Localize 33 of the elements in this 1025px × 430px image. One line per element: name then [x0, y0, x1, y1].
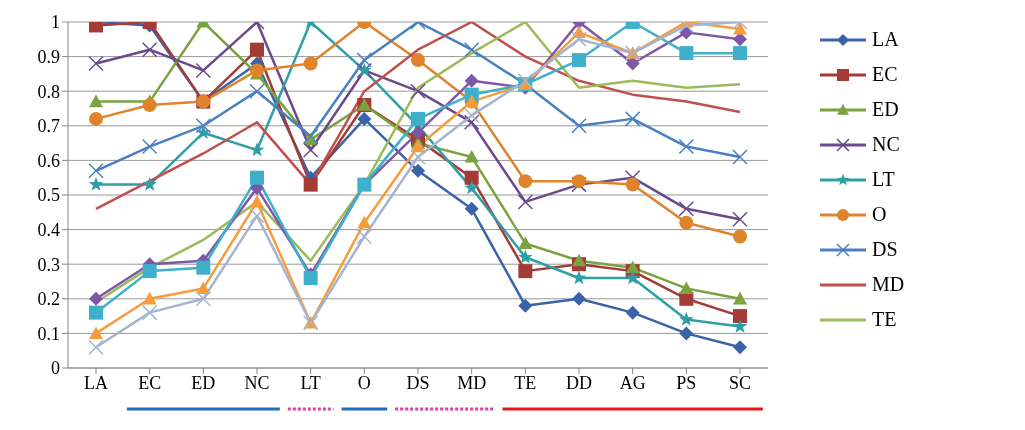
x-tick-label: NC [244, 372, 270, 393]
legend-label: EC [872, 63, 898, 86]
y-tick-label: 0.3 [37, 254, 60, 275]
y-tick-label: 0 [51, 358, 60, 379]
y-tick-label: 0.5 [37, 185, 60, 206]
legend-label: DS [872, 238, 898, 261]
x-tick-label: LA [84, 372, 108, 393]
legend-label: LA [872, 28, 899, 51]
legend-label: TE [872, 308, 897, 331]
x-tick-label: DS [406, 372, 430, 393]
y-tick-label: 1 [51, 12, 60, 33]
x-tick-label: ED [191, 372, 216, 393]
y-tick-label: 0.9 [37, 46, 60, 67]
x-tick-label: DD [566, 372, 592, 393]
x-tick-label: AG [619, 372, 646, 393]
x-tick-label: PS [676, 372, 697, 393]
x-tick-label: EC [138, 372, 162, 393]
legend-label: O [872, 203, 887, 226]
y-tick-label: 0.8 [37, 81, 60, 102]
legend-label: ED [872, 98, 899, 121]
x-tick-label: O [357, 372, 371, 393]
x-tick-label: MD [457, 372, 487, 393]
y-tick-label: 0.4 [37, 219, 60, 240]
legend-label: LT [872, 168, 895, 191]
x-tick-label: LT [300, 372, 321, 393]
x-tick-label: SC [728, 372, 752, 393]
x-tick-label: TE [514, 372, 537, 393]
y-tick-label: 0.1 [37, 323, 60, 344]
y-tick-label: 0.6 [37, 150, 60, 171]
y-tick-label: 0.7 [37, 116, 60, 137]
y-tick-label: 0.2 [37, 289, 60, 310]
legend-label: MD [872, 273, 905, 296]
legend-label: NC [872, 133, 900, 156]
